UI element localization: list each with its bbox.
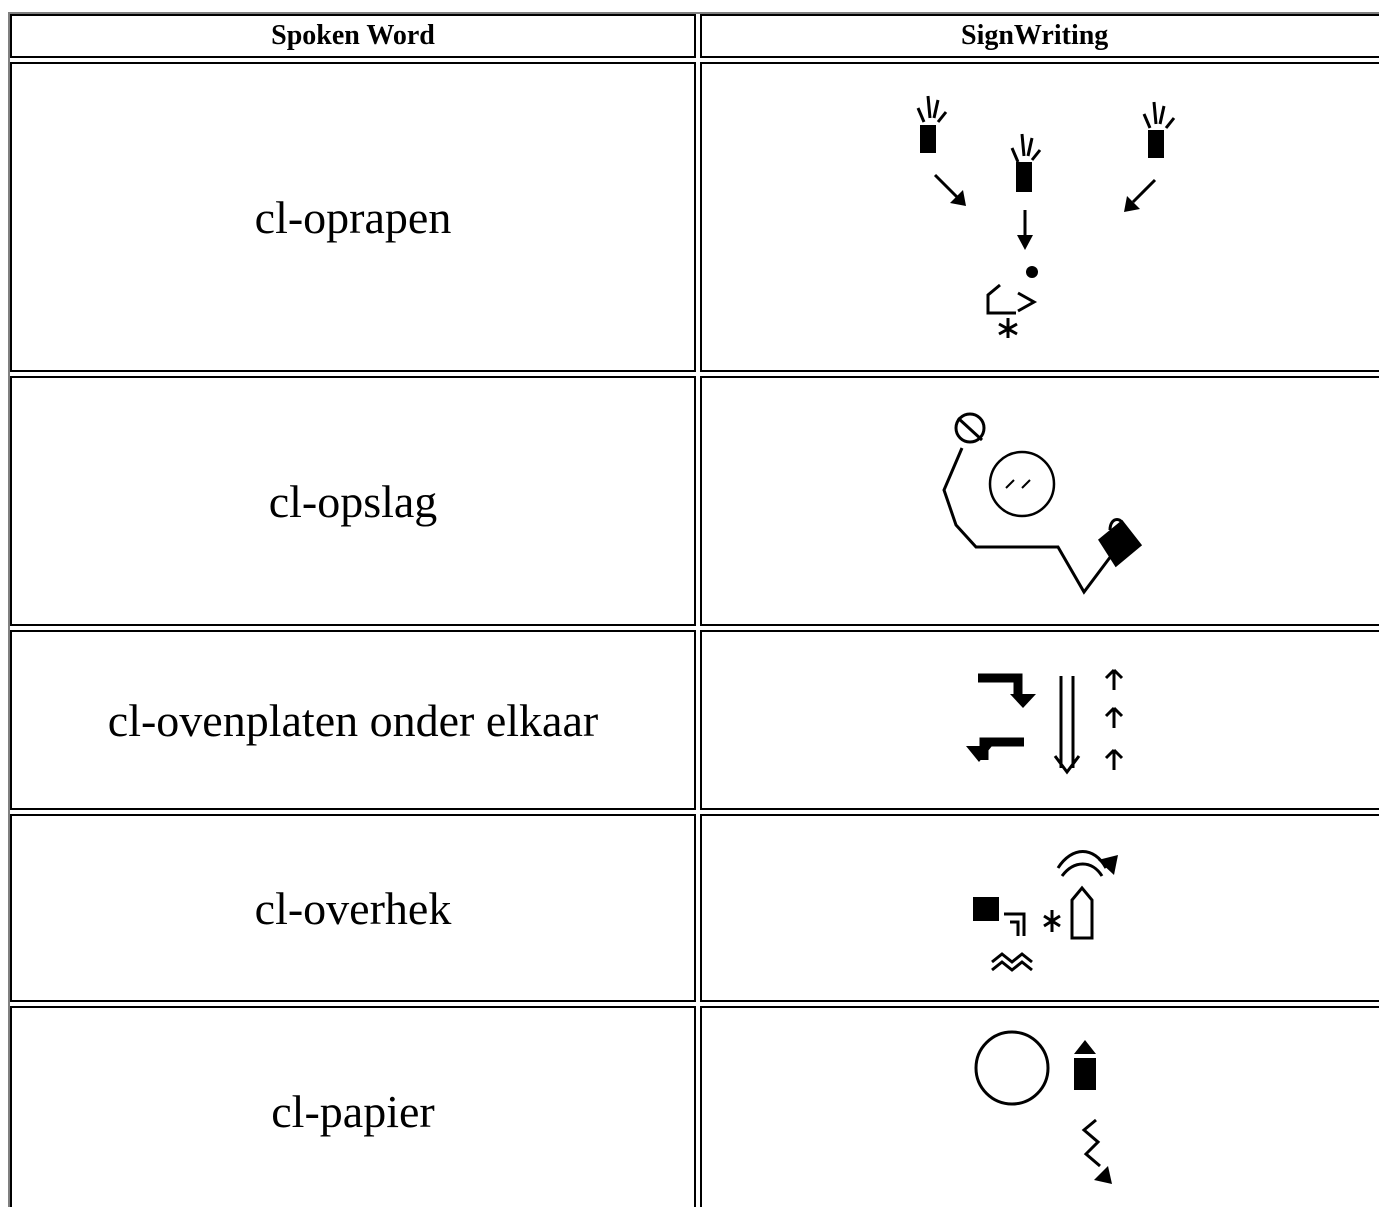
word-cell: cl-papier	[10, 1006, 696, 1207]
word-cell: cl-ovenplaten onder elkaar	[10, 630, 696, 810]
header-cell: SignWriting	[700, 14, 1379, 58]
sign-cell	[700, 630, 1379, 810]
sign-cell	[700, 1006, 1379, 1207]
header-cell: Spoken Word	[10, 14, 696, 58]
sign-cell	[700, 62, 1379, 372]
word-cell: cl-opslag	[10, 376, 696, 626]
sign-cell	[700, 376, 1379, 626]
word-cell: cl-oprapen	[10, 62, 696, 372]
word-cell: cl-overhek	[10, 814, 696, 1002]
table-border	[8, 12, 1379, 1207]
sign-cell	[700, 814, 1379, 1002]
